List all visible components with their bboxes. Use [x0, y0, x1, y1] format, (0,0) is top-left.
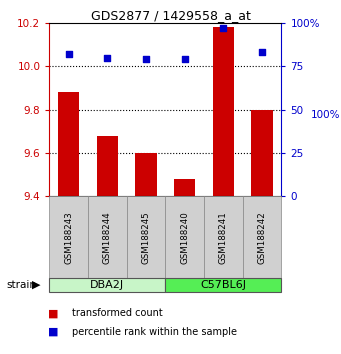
Bar: [135, 153, 157, 196]
Point: [143, 57, 149, 62]
Text: GSM188242: GSM188242: [257, 211, 267, 264]
Text: GSM188243: GSM188243: [64, 211, 73, 264]
Text: GSM188240: GSM188240: [180, 211, 189, 264]
Text: ■: ■: [48, 308, 58, 318]
Point: [182, 57, 188, 62]
Text: GDS2877 / 1429558_a_at: GDS2877 / 1429558_a_at: [91, 9, 250, 22]
Text: transformed count: transformed count: [72, 308, 162, 318]
Bar: [174, 179, 195, 196]
Text: ■: ■: [48, 327, 58, 337]
Text: DBA2J: DBA2J: [90, 280, 124, 290]
Point: [105, 55, 110, 61]
Text: percentile rank within the sample: percentile rank within the sample: [72, 327, 237, 337]
Text: strain: strain: [7, 280, 37, 290]
Point: [66, 51, 72, 57]
Text: GSM188244: GSM188244: [103, 211, 112, 264]
Text: GSM188245: GSM188245: [142, 211, 151, 264]
Bar: [97, 136, 118, 196]
Point: [259, 50, 265, 55]
Bar: [213, 27, 234, 196]
Bar: [58, 92, 79, 196]
Text: GSM188241: GSM188241: [219, 211, 228, 264]
Point: [221, 25, 226, 31]
Y-axis label: 100%: 100%: [311, 110, 340, 120]
Bar: [251, 110, 273, 196]
Text: ▶: ▶: [32, 280, 41, 290]
Text: C57BL6J: C57BL6J: [201, 280, 246, 290]
